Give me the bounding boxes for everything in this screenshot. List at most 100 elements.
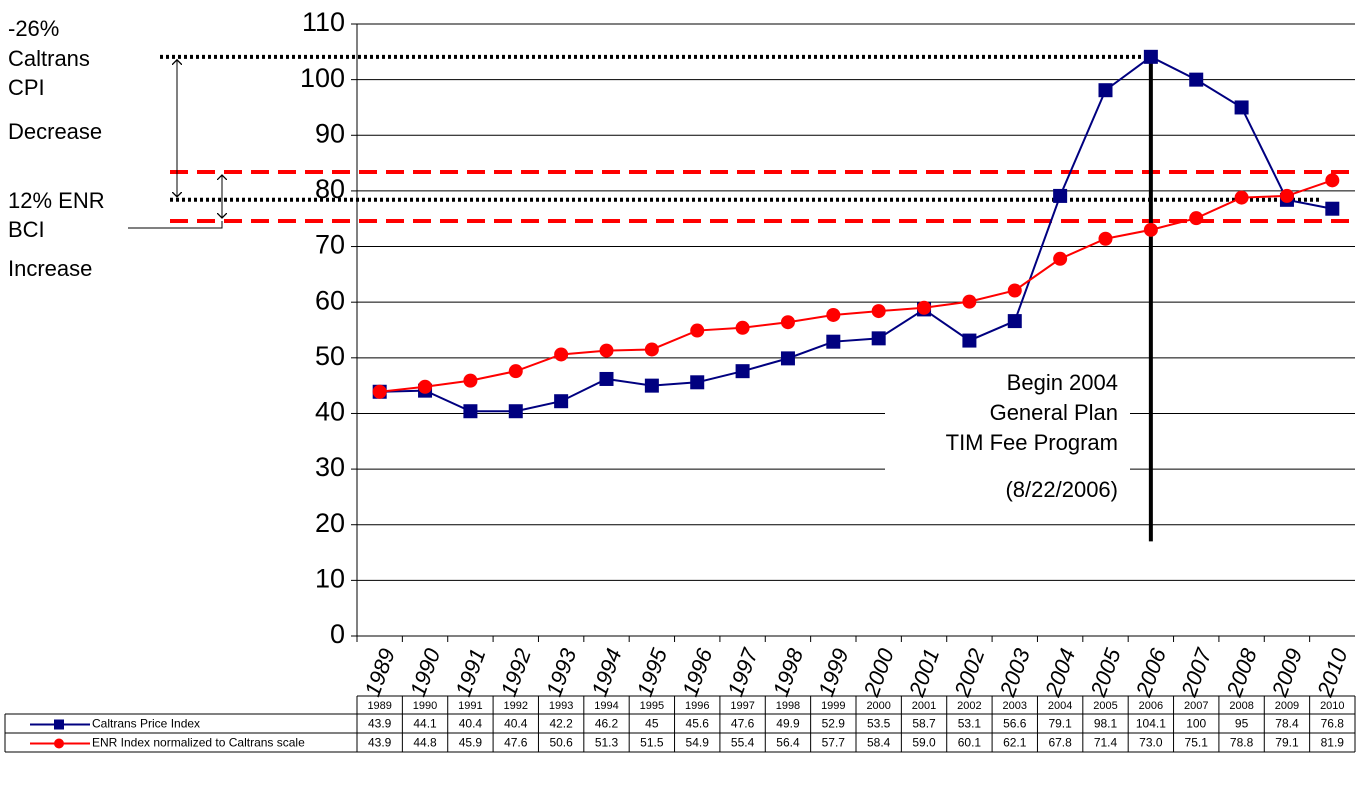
legend-label: Caltrans Price Index — [92, 717, 200, 731]
point — [1325, 201, 1340, 216]
point — [1098, 231, 1113, 246]
point — [554, 394, 569, 409]
x-tick-label: 2004 — [1040, 645, 1081, 700]
point — [826, 334, 841, 349]
point — [599, 343, 614, 358]
table-cell: 58.7 — [912, 717, 936, 731]
x-tick-label: 2006 — [1130, 644, 1171, 700]
point — [1143, 49, 1158, 64]
y-tick-label: 70 — [315, 230, 345, 260]
y-tick-label: 10 — [315, 563, 345, 593]
table-header: 2004 — [1048, 700, 1072, 712]
table-header: 1990 — [413, 700, 437, 712]
point — [1053, 188, 1068, 203]
x-tick-label: 2002 — [949, 645, 990, 700]
point — [690, 323, 705, 338]
table-cell: 42.2 — [549, 717, 573, 731]
table-cell: 57.7 — [822, 736, 846, 750]
point — [1053, 251, 1068, 266]
x-tick-label: 1989 — [360, 645, 400, 700]
point — [962, 333, 977, 348]
table-cell: 60.1 — [958, 736, 982, 750]
x-tick-label: 2005 — [1085, 644, 1126, 700]
point — [780, 351, 795, 366]
point — [871, 331, 886, 346]
x-tick-label: 1999 — [813, 645, 853, 700]
annotation: CPI — [8, 75, 45, 100]
table-header: 2003 — [1003, 700, 1027, 712]
annotation: General Plan — [990, 400, 1118, 425]
table-cell: 45.6 — [686, 717, 710, 731]
point — [644, 342, 659, 357]
table-header: 1989 — [367, 700, 391, 712]
y-tick-label: 60 — [315, 285, 345, 315]
point — [735, 320, 750, 335]
table-header: 2007 — [1184, 700, 1208, 712]
x-tick-label: 1998 — [768, 644, 808, 699]
point — [599, 371, 614, 386]
point — [508, 364, 523, 379]
y-tick-label: 20 — [315, 508, 345, 538]
table-header: 2001 — [912, 700, 936, 712]
table-cell: 51.3 — [595, 736, 619, 750]
point — [1007, 283, 1022, 298]
y-tick-label: 110 — [302, 7, 345, 37]
table-cell: 79.1 — [1048, 717, 1072, 731]
point — [917, 300, 932, 315]
table-header: 1991 — [458, 700, 482, 712]
x-tick-label: 2008 — [1221, 644, 1262, 700]
table-header: 1997 — [730, 700, 754, 712]
table-cell: 52.9 — [822, 717, 846, 731]
point — [735, 364, 750, 379]
point — [1234, 100, 1249, 115]
table-cell: 62.1 — [1003, 736, 1027, 750]
x-tick-label: 1994 — [586, 645, 626, 700]
point — [372, 384, 387, 399]
point — [962, 294, 977, 309]
table-cell: 47.6 — [504, 736, 528, 750]
table-cell: 81.9 — [1321, 736, 1345, 750]
x-tick-label: 1990 — [405, 644, 445, 699]
table-header: 2002 — [957, 700, 981, 712]
table-cell: 45 — [645, 717, 659, 731]
table-header: 2006 — [1139, 700, 1163, 712]
point — [1007, 314, 1022, 329]
table-cell: 40.4 — [504, 717, 528, 731]
table-cell: 53.1 — [958, 717, 982, 731]
x-tick-label: 2001 — [904, 645, 945, 700]
series-line — [379, 55, 1333, 413]
table-header: 2009 — [1275, 700, 1299, 712]
x-tick-label: 2003 — [994, 644, 1035, 700]
x-tick-label: 1997 — [723, 644, 763, 699]
annotation: Begin 2004 — [1007, 370, 1118, 395]
annotation: -26% — [8, 16, 59, 41]
table-cell: 73.0 — [1139, 736, 1163, 750]
table-cell: 46.2 — [595, 717, 619, 731]
point — [554, 347, 569, 362]
table-header: 1994 — [594, 700, 618, 712]
x-tick-label: 2010 — [1312, 644, 1353, 700]
table-cell: 40.4 — [459, 717, 483, 731]
x-tick-label: 1992 — [496, 645, 536, 700]
table-header: 2008 — [1229, 700, 1253, 712]
x-tick-label: 2007 — [1176, 644, 1217, 700]
table-cell: 50.6 — [549, 736, 573, 750]
point — [1189, 211, 1204, 226]
table-cell: 53.5 — [867, 717, 891, 731]
point — [1234, 190, 1249, 205]
point — [418, 379, 433, 394]
table-cell: 43.9 — [368, 717, 392, 731]
table-cell: 79.1 — [1275, 736, 1299, 750]
y-tick-label: 50 — [315, 341, 345, 371]
point — [463, 373, 478, 388]
y-tick-label: 0 — [330, 619, 345, 649]
annotation: 12% ENR — [8, 188, 105, 213]
table-header: 1998 — [776, 700, 800, 712]
table-cell: 49.9 — [776, 717, 800, 731]
annotation: BCI — [8, 217, 45, 242]
table-header: 2005 — [1093, 700, 1117, 712]
table-cell: 44.1 — [413, 717, 437, 731]
point — [871, 304, 886, 319]
point — [644, 378, 659, 393]
table-cell: 59.0 — [912, 736, 936, 750]
